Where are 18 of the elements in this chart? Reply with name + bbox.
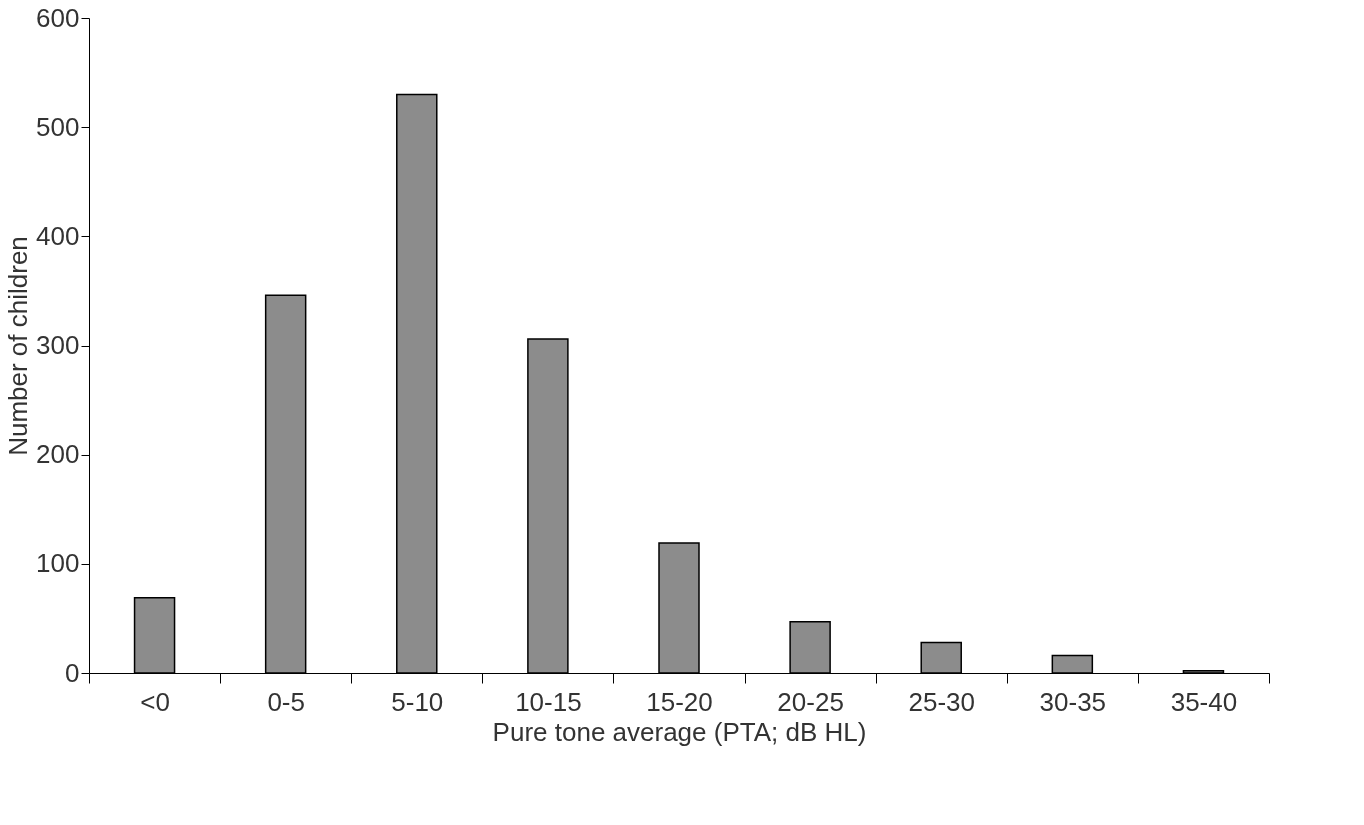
y-tick-label: 300	[36, 330, 80, 360]
y-tick-label: 500	[36, 111, 80, 142]
x-tick-label: 5-10	[391, 686, 444, 717]
x-tick-label: 35-40	[1170, 686, 1238, 717]
y-tick-label: 200	[36, 439, 80, 470]
y-axis-title: Number of children	[3, 236, 34, 456]
x-tick-label: <0	[140, 686, 170, 717]
x-tick-label: 15-20	[646, 686, 713, 717]
y-tick-label: 0	[65, 657, 80, 688]
x-tick-label: 25-30	[908, 686, 975, 717]
x-tick-label: 0-5	[267, 686, 305, 717]
y-tick-label: 100	[36, 548, 80, 579]
x-axis-title: Pure tone average (PTA; dB HL)	[492, 716, 867, 747]
x-tick-label: 20-25	[777, 686, 844, 717]
y-tick-label: 600	[36, 2, 80, 33]
y-tick-label: 400	[36, 220, 80, 251]
x-tick-label: 10-15	[515, 686, 582, 717]
x-tick-label: 30-35	[1039, 686, 1107, 717]
